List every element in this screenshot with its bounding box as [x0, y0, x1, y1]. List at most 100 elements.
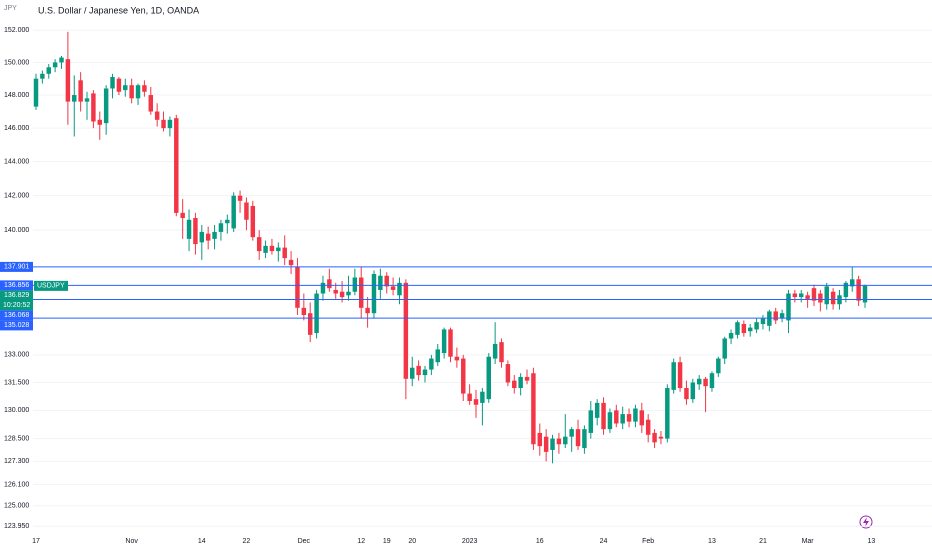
candle-body — [333, 289, 338, 294]
candle-body — [33, 78, 39, 107]
candle-body — [346, 291, 351, 296]
candle-body — [174, 118, 179, 213]
candle-body — [614, 410, 619, 424]
y-tick-label: 140.000 — [4, 227, 29, 234]
candle-body — [161, 119, 166, 129]
candle-body — [811, 288, 817, 301]
x-tick-label: Mar — [802, 538, 815, 545]
candle-body — [435, 349, 440, 363]
candle-body — [652, 432, 657, 443]
x-tick-label: 24 — [600, 538, 608, 545]
candle-body — [193, 218, 198, 245]
candle-body — [225, 219, 230, 224]
candle-body — [467, 393, 472, 402]
candle-body — [747, 327, 753, 332]
candle-body — [518, 376, 523, 389]
candle-body — [798, 293, 804, 298]
candle-body — [390, 286, 396, 290]
y-tick-label: 152.000 — [4, 27, 29, 34]
y-tick-label: 125.000 — [4, 503, 29, 510]
candle-body — [480, 391, 485, 403]
candle-body — [773, 311, 778, 321]
price-line-label: 136.856 — [4, 282, 29, 289]
candle-body — [543, 436, 549, 452]
candle-body — [767, 311, 772, 326]
candle-body — [639, 410, 645, 426]
candle-body — [563, 436, 568, 445]
candle-body — [371, 273, 377, 314]
candle-body — [123, 85, 128, 91]
candle-body — [154, 111, 160, 120]
candle-body — [862, 285, 868, 303]
candle-body — [384, 275, 389, 287]
candle-body — [142, 85, 147, 92]
axis-label-box — [0, 261, 33, 272]
candle-body — [792, 293, 798, 298]
alert-icon[interactable] — [859, 515, 873, 529]
candle-body — [231, 195, 236, 229]
candle-body — [620, 414, 625, 424]
y-tick-label: 146.000 — [4, 125, 29, 132]
x-tick-label: 14 — [198, 538, 206, 545]
candle-body — [358, 277, 364, 308]
y-tick-label: 128.500 — [4, 435, 29, 442]
candle-body — [84, 98, 90, 102]
candle-body — [575, 429, 581, 447]
candle-body — [148, 95, 154, 112]
candle-body — [473, 399, 479, 405]
candle-body — [556, 438, 562, 445]
candle-body — [97, 119, 103, 125]
candle-body — [288, 259, 294, 266]
candle-body — [645, 419, 651, 435]
candle-body — [741, 324, 747, 334]
price-line-label: 135.028 — [4, 322, 29, 329]
candle-body — [307, 313, 313, 335]
candle-body — [250, 205, 256, 238]
candle-body — [244, 202, 249, 220]
candle-body — [850, 279, 855, 287]
candle-body — [684, 388, 689, 400]
candle-body — [703, 378, 708, 387]
candle-body — [263, 245, 268, 253]
candle-body — [365, 307, 370, 314]
axis-label-box — [0, 310, 33, 321]
candle-body — [256, 237, 262, 252]
candle-body — [728, 333, 734, 339]
x-tick-label: 21 — [759, 538, 767, 545]
candle-body — [116, 78, 122, 92]
candle-body — [46, 67, 51, 74]
x-tick-label: Nov — [125, 538, 138, 545]
x-tick-label: 13 — [867, 538, 875, 545]
candle-body — [65, 59, 71, 102]
candle-body — [524, 376, 530, 381]
candle-body — [314, 293, 319, 334]
candle-body — [696, 378, 702, 385]
candle-body — [830, 291, 836, 305]
candle-body — [601, 402, 606, 430]
candle-body — [716, 358, 721, 374]
price-line-label: 137.901 — [4, 264, 29, 271]
symbol-tag: USDJPY — [37, 283, 65, 290]
candle-body — [671, 362, 676, 390]
candle-body — [397, 282, 402, 296]
x-tick-label: 20 — [408, 538, 416, 545]
candle-body — [786, 293, 791, 321]
candle-body — [327, 279, 332, 289]
candle-body — [441, 329, 447, 354]
candle-body — [320, 282, 326, 294]
candle-body — [212, 231, 217, 239]
candle-body — [735, 322, 740, 335]
candle-body — [205, 233, 211, 241]
candle-body — [59, 57, 64, 63]
candle-body — [486, 356, 491, 400]
candle-body — [339, 291, 345, 298]
candle-body — [805, 295, 810, 299]
candle-body — [167, 119, 173, 129]
candle-body — [582, 429, 587, 449]
y-tick-label: 133.000 — [4, 352, 29, 359]
candle-body — [199, 231, 205, 243]
candle-body — [269, 245, 275, 252]
candle-body — [607, 412, 613, 430]
candle-body — [429, 358, 434, 370]
